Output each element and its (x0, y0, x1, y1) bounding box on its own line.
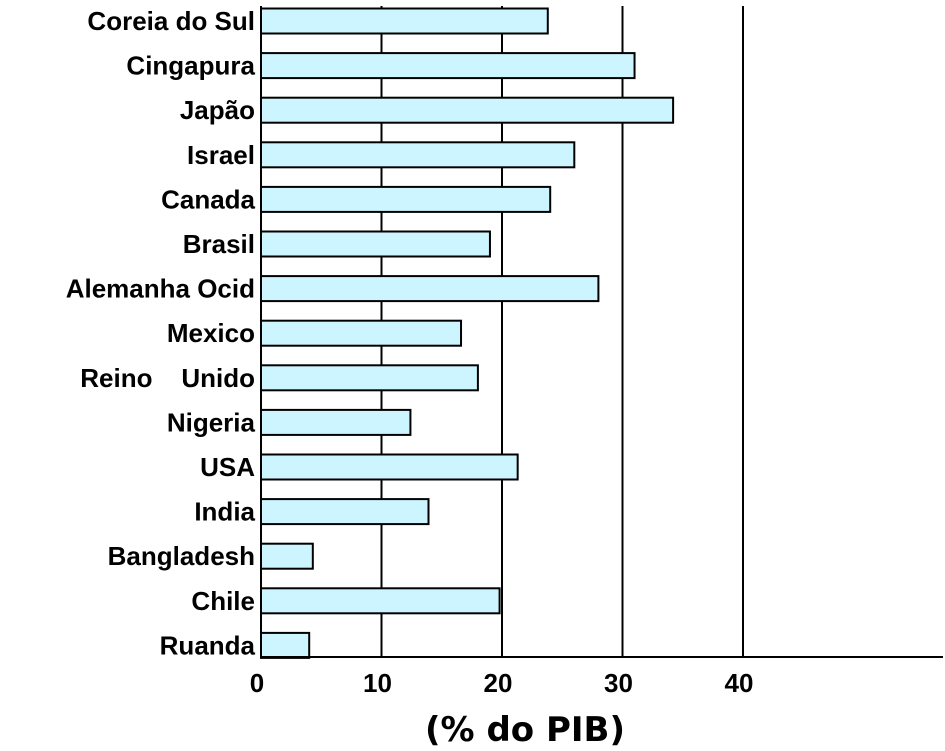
axes (260, 6, 943, 658)
bar-7 (260, 319, 463, 347)
x-tick-label-40: 40 (725, 668, 754, 698)
bar-6 (260, 275, 600, 303)
bar-5 (260, 230, 491, 258)
bar-8 (260, 364, 479, 392)
bar-9 (260, 408, 412, 436)
category-label-12: Bangladesh (108, 541, 255, 571)
category-label-11: India (194, 497, 255, 527)
bar-11 (260, 498, 430, 526)
category-label-14: Ruanda (160, 630, 256, 660)
bar-2 (260, 96, 675, 124)
category-label-13: Chile (191, 586, 255, 616)
x-tick-label-10: 10 (363, 668, 392, 698)
bar-0 (260, 7, 549, 35)
category-label-3: Israel (187, 140, 255, 170)
bar-1 (260, 52, 636, 80)
category-label-9: Nigeria (167, 407, 256, 437)
category-label-0: Coreia do Sul (87, 6, 255, 36)
category-label-4: Canada (161, 184, 255, 214)
tick-labels: 0 10 20 30 40 (250, 668, 754, 698)
category-label-10: USA (200, 452, 255, 482)
bar-14 (260, 631, 311, 659)
category-label-2: Japão (180, 95, 255, 125)
category-label-5: Brasil (183, 229, 255, 259)
bar-13 (260, 587, 501, 615)
x-tick-label-30: 30 (604, 668, 633, 698)
category-label-6: Alemanha Ocid (66, 274, 255, 304)
bar-10 (260, 453, 519, 481)
category-labels: Coreia do Sul Cingapura Japão Israel Canada B… (66, 6, 256, 660)
bar-12 (260, 542, 314, 570)
category-label-1: Cingapura (126, 51, 255, 81)
bar-3 (260, 141, 576, 169)
category-label-7: Mexico (167, 318, 255, 348)
x-axis-title: (% do PIB) (425, 710, 625, 750)
bar-4 (260, 185, 552, 213)
category-label-8: Reino Unido (80, 363, 255, 393)
bars (260, 7, 675, 659)
x-tick-label-0: 0 (250, 668, 264, 698)
x-tick-label-20: 20 (484, 668, 513, 698)
